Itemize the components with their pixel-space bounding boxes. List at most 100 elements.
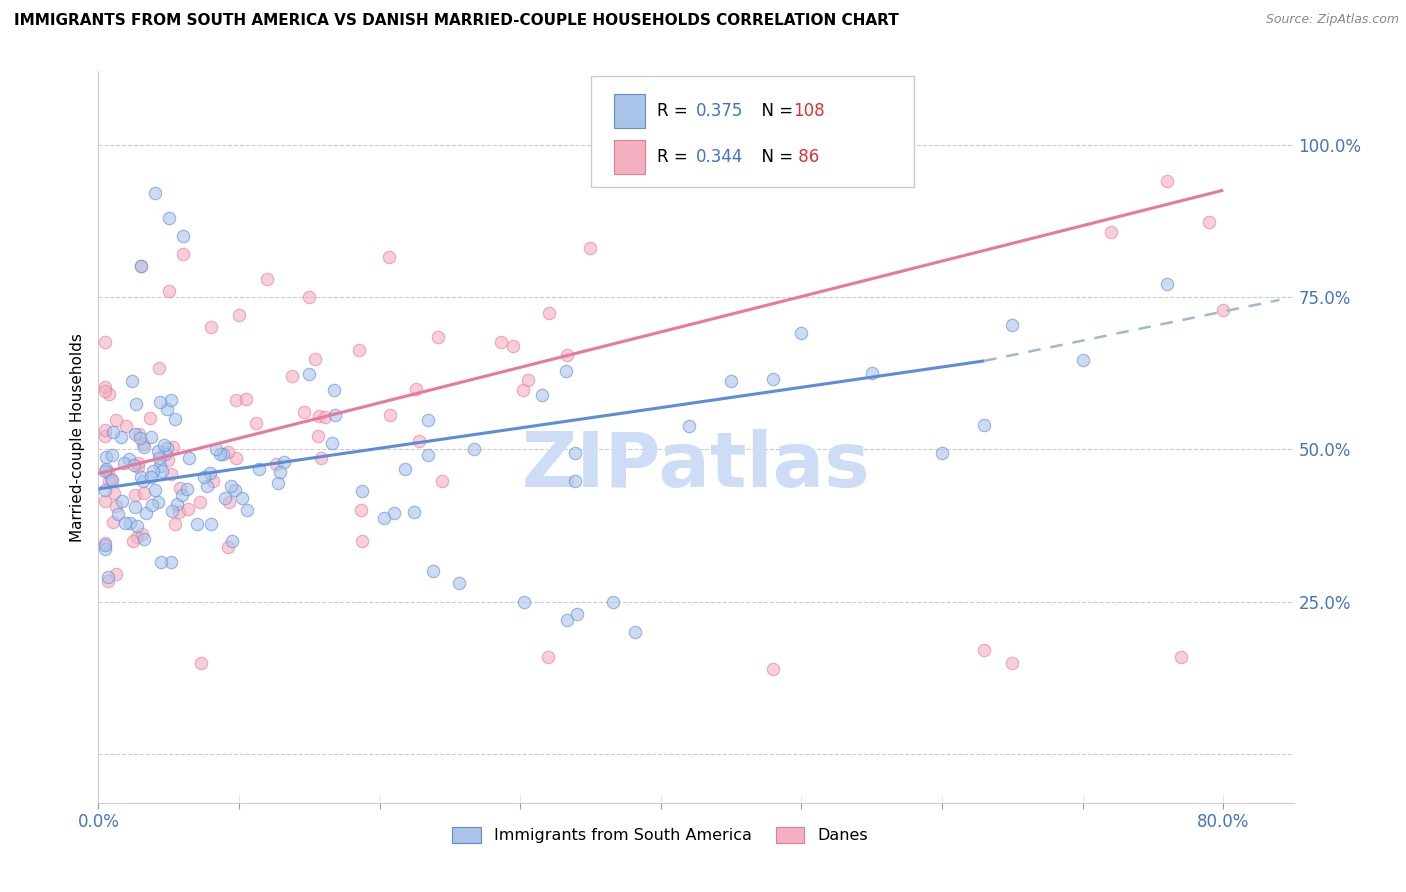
- Point: [135, 506, 157, 520]
- Point: [98, 474, 121, 488]
- Point: [127, 456, 149, 470]
- Point: [132, 440, 155, 454]
- Point: [141, 470, 163, 484]
- Point: [347, 343, 370, 358]
- Point: [292, 405, 315, 419]
- Point: [378, 251, 401, 265]
- Point: [167, 505, 190, 519]
- Point: [122, 458, 145, 472]
- Point: [235, 392, 257, 406]
- Point: [212, 447, 235, 461]
- Point: [127, 530, 149, 544]
- Point: [1156, 277, 1178, 291]
- Point: [720, 374, 742, 388]
- Point: [512, 383, 534, 397]
- Point: [202, 474, 225, 488]
- Point: [118, 452, 141, 467]
- Point: [94, 538, 117, 552]
- Point: [762, 371, 785, 385]
- Point: [678, 419, 700, 434]
- Point: [94, 450, 117, 465]
- Point: [143, 186, 166, 201]
- Point: [124, 426, 146, 441]
- Point: [131, 436, 153, 450]
- Point: [1071, 352, 1094, 367]
- Point: [177, 451, 200, 466]
- Point: [134, 532, 156, 546]
- Point: [129, 260, 152, 274]
- Point: [402, 505, 425, 519]
- Point: [124, 397, 146, 411]
- Point: [489, 335, 512, 350]
- Point: [1212, 302, 1234, 317]
- Point: [350, 502, 373, 516]
- Point: [224, 483, 246, 498]
- Text: R =: R =: [657, 102, 693, 120]
- Legend: Immigrants from South America, Danes: Immigrants from South America, Danes: [446, 821, 875, 850]
- Point: [309, 450, 332, 465]
- Point: [96, 462, 118, 476]
- Point: [204, 442, 226, 457]
- Point: [110, 430, 132, 444]
- Point: [138, 411, 160, 425]
- Point: [97, 570, 120, 584]
- Point: [427, 330, 450, 344]
- Point: [104, 499, 127, 513]
- Point: [304, 352, 326, 367]
- Point: [214, 491, 236, 505]
- Point: [124, 500, 146, 515]
- Point: [463, 442, 485, 456]
- Point: [97, 465, 120, 479]
- Point: [165, 516, 187, 531]
- Point: [162, 440, 184, 454]
- Point: [107, 508, 129, 522]
- Point: [177, 501, 200, 516]
- Point: [169, 481, 191, 495]
- Point: [221, 479, 243, 493]
- Point: [120, 516, 142, 530]
- Point: [418, 448, 440, 462]
- Point: [352, 533, 374, 548]
- Point: [127, 460, 149, 475]
- Point: [298, 367, 321, 381]
- Point: [323, 409, 346, 423]
- Point: [405, 382, 427, 396]
- Point: [762, 662, 785, 676]
- Point: [564, 445, 586, 459]
- Point: [281, 369, 304, 384]
- Point: [380, 408, 402, 422]
- Point: [256, 271, 278, 285]
- Point: [128, 431, 150, 445]
- Point: [125, 519, 148, 533]
- Point: [273, 455, 295, 469]
- Point: [564, 475, 586, 489]
- Text: N =: N =: [751, 102, 799, 120]
- Point: [1156, 174, 1178, 188]
- Point: [146, 495, 169, 509]
- Point: [129, 470, 152, 484]
- Point: [321, 435, 343, 450]
- Point: [160, 504, 183, 518]
- Text: Source: ZipAtlas.com: Source: ZipAtlas.com: [1265, 13, 1399, 27]
- Point: [156, 402, 179, 417]
- Point: [502, 338, 524, 352]
- Point: [121, 374, 143, 388]
- Point: [449, 576, 471, 591]
- Point: [195, 479, 218, 493]
- Point: [266, 475, 288, 490]
- Point: [200, 320, 222, 334]
- Point: [860, 366, 883, 380]
- Point: [150, 464, 173, 478]
- Point: [122, 533, 145, 548]
- Point: [555, 613, 578, 627]
- Point: [129, 260, 152, 274]
- Point: [200, 516, 222, 531]
- Point: [97, 574, 120, 588]
- Point: [408, 434, 430, 448]
- Point: [217, 445, 239, 459]
- Point: [157, 284, 180, 298]
- Point: [565, 607, 588, 621]
- Point: [166, 497, 188, 511]
- Point: [172, 229, 194, 244]
- Point: [160, 467, 183, 481]
